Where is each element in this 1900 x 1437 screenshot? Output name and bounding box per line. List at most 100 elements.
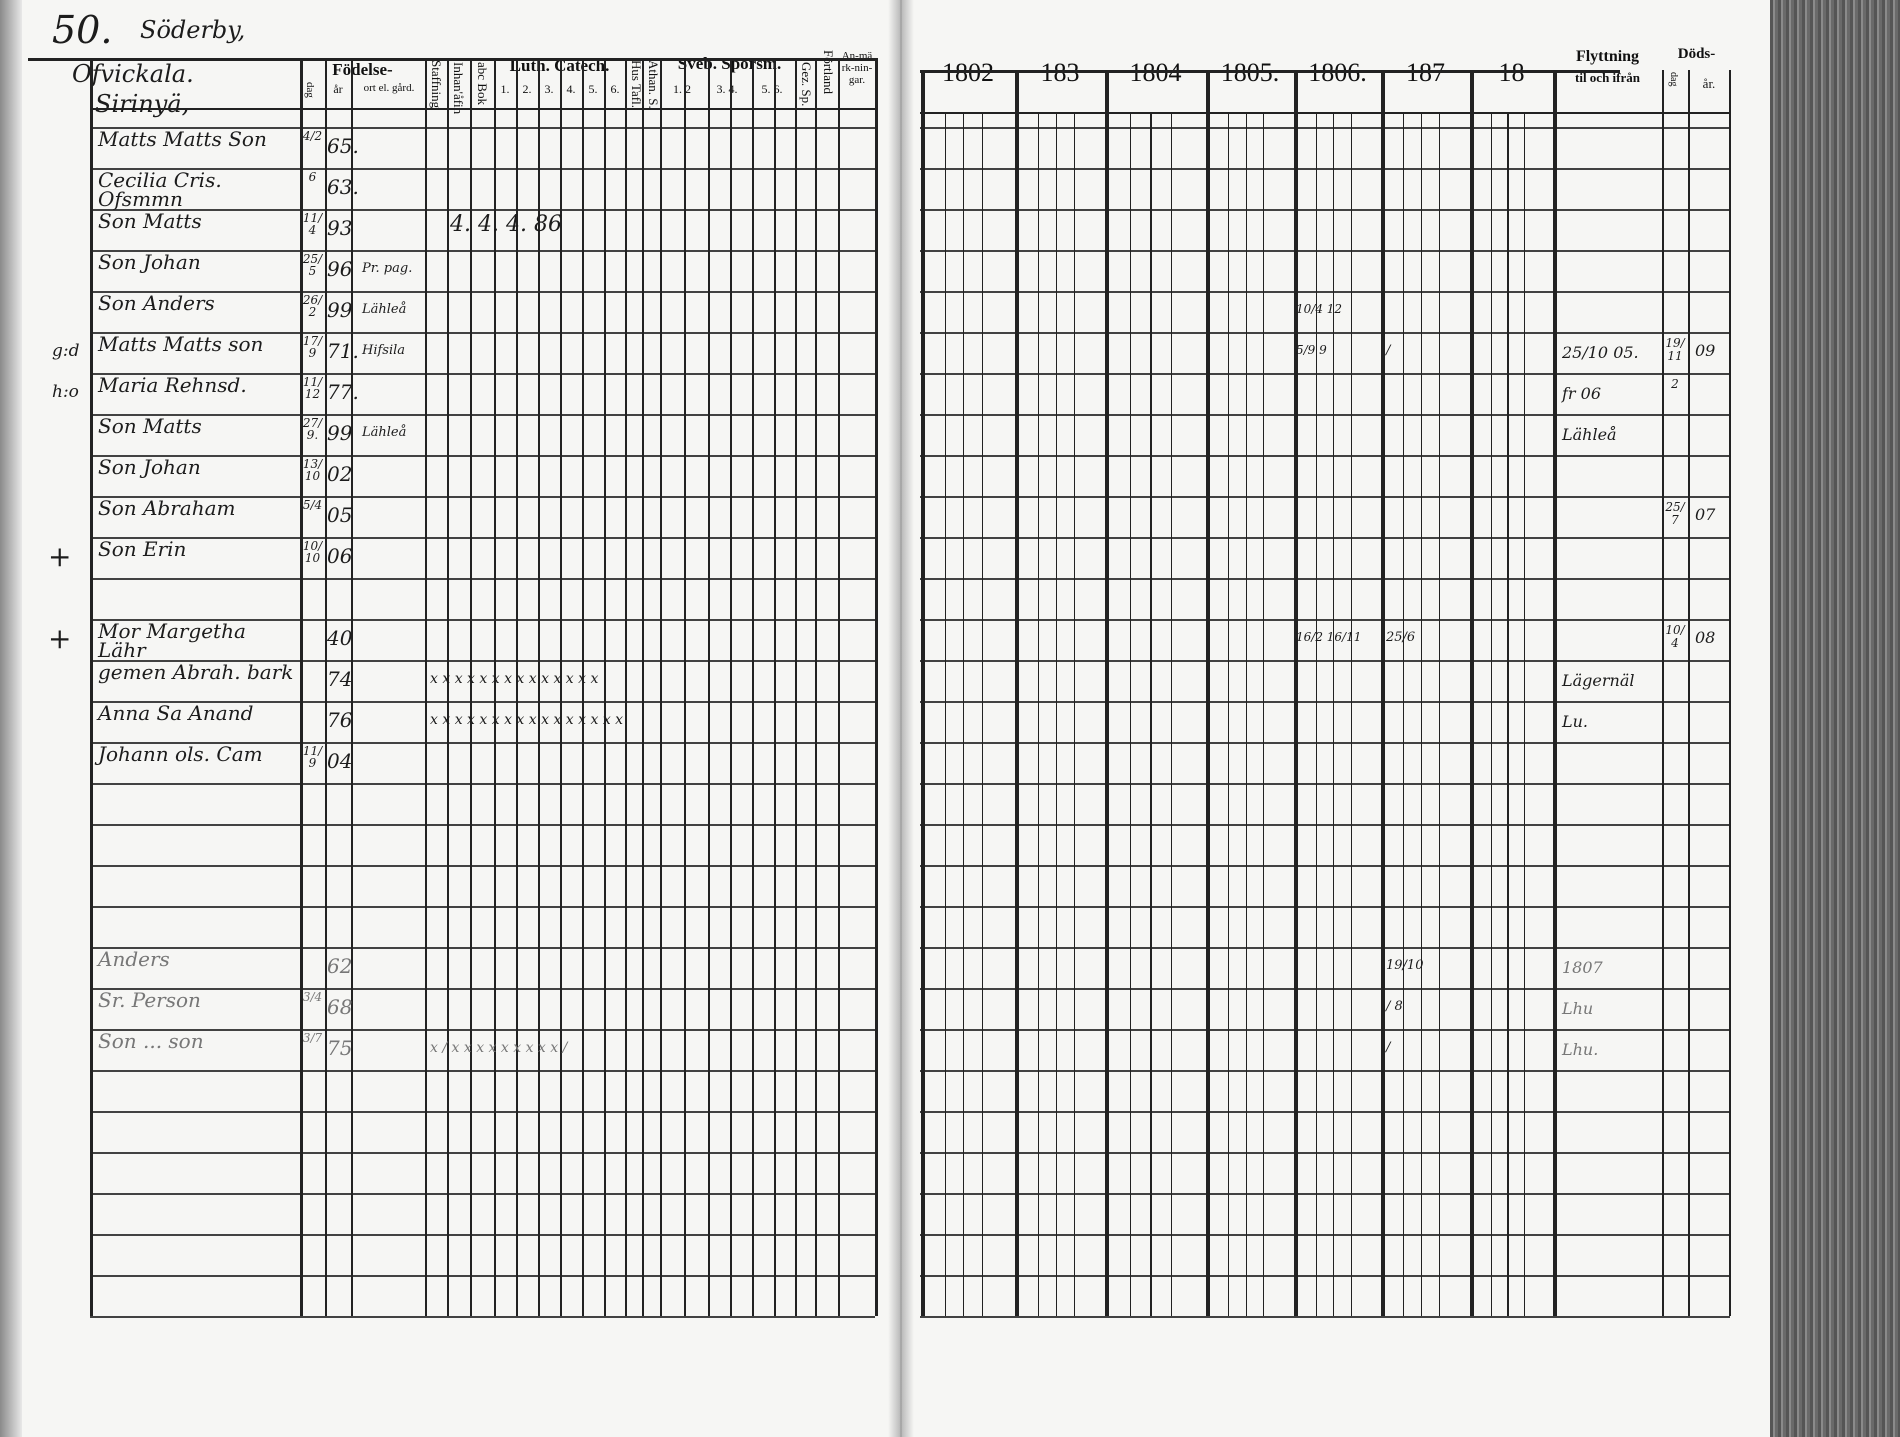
sveb-column-label: 5. 6. <box>761 82 783 96</box>
row-rule <box>90 1234 875 1236</box>
person-name: Maria Rehnsd. <box>98 373 247 397</box>
sub-column-rule <box>1438 112 1441 1316</box>
birth-day: 25/5 <box>302 252 323 278</box>
birth-year: 04 <box>327 749 353 773</box>
birth-day: 11/12 <box>302 375 323 401</box>
row-rule <box>920 455 1730 457</box>
row-rule <box>90 619 875 621</box>
row-rule <box>920 537 1730 539</box>
row-rule <box>90 865 875 867</box>
column-rule <box>325 58 327 1316</box>
person-name: Matts Matts Son <box>98 127 267 151</box>
year-column-rule <box>1553 70 1557 1316</box>
birth-year: 93 <box>327 216 353 240</box>
header-staffning: Staffning <box>429 60 444 109</box>
year-column-rule <box>1294 70 1298 1316</box>
row-rule <box>920 1275 1730 1277</box>
header-dods: Döds- <box>1677 46 1716 62</box>
person-name: Sr. Person <box>98 988 201 1012</box>
column-rule <box>1688 70 1690 1316</box>
row-rule <box>920 742 1730 744</box>
row-rule <box>920 250 1730 252</box>
row-rule <box>90 1152 875 1154</box>
village-name: Söderby, <box>140 16 246 44</box>
death-cross-mark: + <box>48 540 72 573</box>
birth-day: 4/2 <box>302 129 323 143</box>
entry-prefix: g:d <box>52 341 80 361</box>
column-rule <box>1662 70 1664 1316</box>
birth-day: 11/9 <box>302 744 323 770</box>
sub-column-rule <box>1037 112 1039 1316</box>
birth-year: 62 <box>327 954 353 978</box>
birth-place: Lähleå <box>362 302 407 317</box>
row-rule <box>920 701 1730 703</box>
header-ort: ort el. gård. <box>363 82 415 94</box>
birth-year: 06 <box>327 544 353 568</box>
farm-name-2: Sirinyä, <box>95 90 190 118</box>
header-abc-bok: abc Bok <box>475 62 490 105</box>
person-name: Anders <box>98 947 170 971</box>
birth-year: 71. <box>327 339 359 363</box>
birth-day: 3/7 <box>302 1031 323 1045</box>
sub-column-rule <box>1130 112 1132 1316</box>
row-rule <box>920 332 1730 334</box>
year-column-rule <box>1105 70 1109 1316</box>
header-ar: år <box>333 82 343 96</box>
column-rule <box>660 58 662 1316</box>
person-name: Son Matts <box>98 209 202 233</box>
birth-year: 65. <box>327 134 359 158</box>
header-hus-tafl: Hus Tafl. <box>629 60 644 108</box>
row-rule <box>90 742 875 744</box>
person-name: Son Johan <box>98 250 201 274</box>
header-dods-dag: dag <box>1668 72 1679 87</box>
birth-place: Hifsila <box>362 343 406 358</box>
person-name: Johann ols. Cam <box>98 742 263 766</box>
column-rule <box>300 58 303 1316</box>
year-column-rule <box>921 70 925 1316</box>
row-rule <box>920 496 1730 498</box>
column-rule <box>516 58 518 1316</box>
sveb-column-label: 1. 2 <box>673 82 691 96</box>
row-rule <box>920 414 1730 416</box>
row-rule <box>920 1111 1730 1113</box>
moving-entry: Lu. <box>1562 712 1589 731</box>
row-rule <box>920 824 1730 826</box>
row-rule <box>920 578 1730 580</box>
birth-day: 11/4 <box>302 211 323 237</box>
row-rule <box>920 291 1730 293</box>
sub-column-rule <box>1073 112 1075 1316</box>
sub-column-rule <box>1333 112 1335 1316</box>
row-rule <box>90 250 875 252</box>
catechism-checks: x / x x x x x x x x x / <box>430 1040 568 1056</box>
column-rule <box>684 58 686 1316</box>
death-year: 07 <box>1695 505 1716 524</box>
header-flyttning-sub: til och ifrån <box>1575 70 1640 85</box>
sub-column-rule <box>944 112 946 1316</box>
row-rule <box>920 1070 1730 1072</box>
year-1806-entry: 5/9 9 <box>1296 343 1327 357</box>
luth-column-label: 4. <box>566 82 576 96</box>
sub-column-rule <box>1350 112 1352 1316</box>
sub-column-rule <box>1170 112 1172 1316</box>
row-rule <box>90 660 875 662</box>
row-rule <box>920 1316 1730 1318</box>
year-header: 1805. <box>1220 58 1280 87</box>
year-header: 187 <box>1406 58 1445 87</box>
sveb-column-label: 3. 4. <box>716 82 738 96</box>
year-header: 183 <box>1040 58 1080 87</box>
person-name: Cecilia Cris. Ofsmmn <box>98 168 222 211</box>
birth-place: Pr. pag. <box>362 261 413 276</box>
row-rule <box>90 824 875 826</box>
birth-day: 3/4 <box>302 990 323 1004</box>
row-rule <box>90 291 875 293</box>
year-187-entry: / <box>1386 343 1391 358</box>
moving-entry: Lägernäl <box>1562 671 1635 690</box>
sub-column-rule <box>1055 112 1057 1316</box>
column-rule <box>838 58 840 1316</box>
year-column-rule <box>1015 70 1019 1316</box>
year-header: 1804 <box>1129 58 1182 87</box>
birth-day: 10/10 <box>302 539 323 565</box>
row-rule <box>90 1193 875 1195</box>
birth-day: 26/2 <box>302 293 323 319</box>
row-rule <box>90 373 875 375</box>
